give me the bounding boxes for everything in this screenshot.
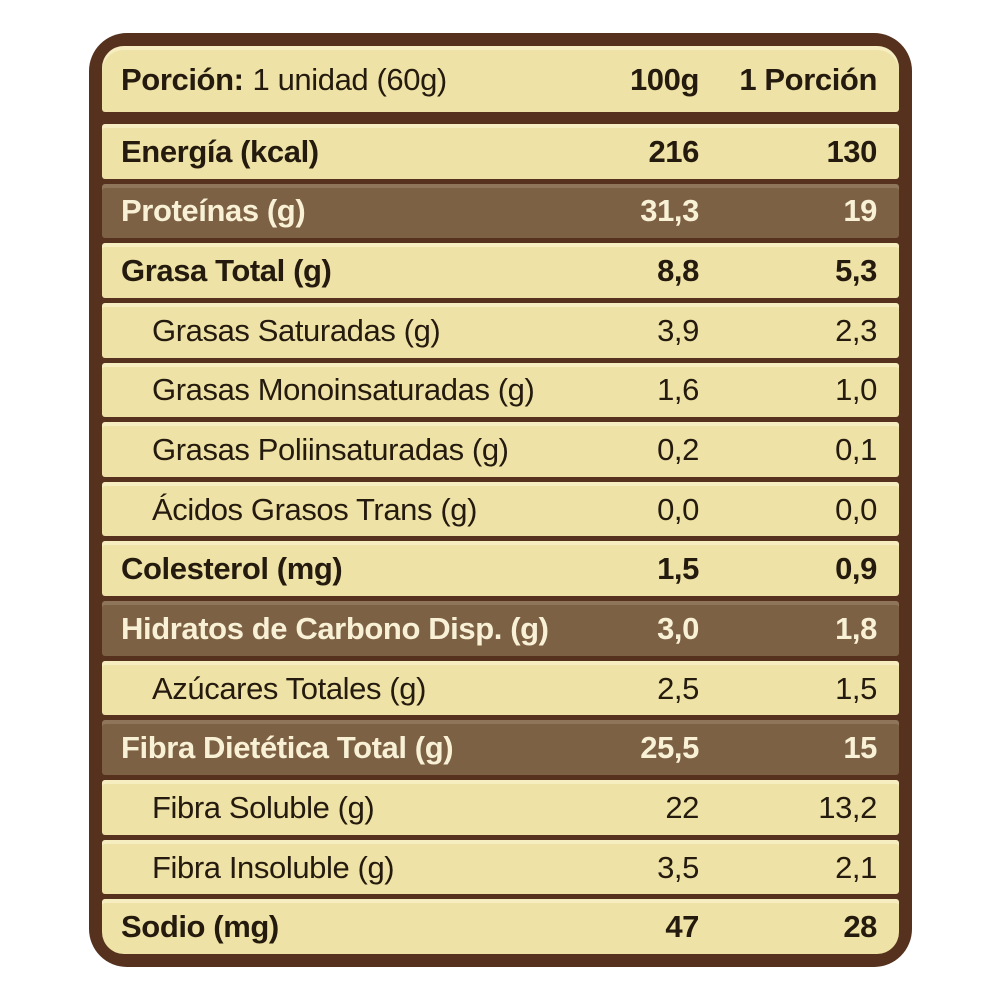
row-value-100g: 8,8 (657, 253, 699, 289)
row-label: Energía (kcal) (121, 133, 319, 169)
row-value-1porcion: 2,3 (835, 312, 877, 348)
row-value-100g: 3,0 (657, 610, 699, 646)
table-row: Azúcares Totales (g) 2,5 1,5 (102, 660, 899, 716)
row-value-100g: 3,9 (657, 312, 699, 348)
row-value-1porcion: 19 (843, 193, 877, 229)
serving-label: Porción: (121, 61, 244, 97)
table-row: Ácidos Grasos Trans (g) 0,0 0,0 (102, 481, 899, 537)
table-header-row: Porción: 1 unidad (60g) 100g 1 Porción (102, 46, 899, 112)
table-row: Grasas Poliinsaturadas (g) 0,2 0,1 (102, 422, 899, 477)
row-label: Sodio (mg) (121, 909, 279, 945)
serving-info: Porción: 1 unidad (60g) (121, 64, 587, 95)
row-label: Grasas Monoinsaturadas (g) (152, 372, 535, 408)
row-label: Grasas Saturadas (g) (152, 312, 441, 348)
row-value-1porcion: 130 (826, 133, 877, 169)
row-label: Grasa Total (g) (121, 253, 332, 289)
row-value-1porcion: 0,0 (835, 491, 877, 527)
row-value-1porcion: 1,5 (835, 670, 877, 706)
row-value-100g: 2,5 (657, 670, 699, 706)
table-row: Hidratos de Carbono Disp. (g) 3,0 1,8 (102, 601, 899, 656)
row-label: Fibra Soluble (g) (152, 789, 375, 825)
row-value-1porcion: 15 (843, 730, 877, 766)
row-value-100g: 3,5 (657, 849, 699, 885)
row-value-1porcion: 5,3 (835, 253, 877, 289)
row-label: Grasas Poliinsaturadas (g) (152, 432, 509, 468)
table-row: Colesterol (mg) 1,5 0,9 (102, 541, 899, 597)
table-row: Fibra Insoluble (g) 3,5 2,1 (102, 839, 899, 895)
row-label: Azúcares Totales (g) (152, 670, 426, 706)
serving-value: 1 unidad (60g) (252, 61, 448, 97)
nutrition-label-card: Porción: 1 unidad (60g) 100g 1 Porción En… (89, 33, 912, 967)
table-row: Proteínas (g) 31,3 19 (102, 183, 899, 239)
table-row: Fibra Soluble (g) 22 13,2 (102, 780, 899, 835)
table-row: Grasa Total (g) 8,8 5,3 (102, 243, 899, 298)
row-value-100g: 0,0 (657, 491, 699, 527)
row-value-100g: 25,5 (640, 730, 699, 766)
row-value-100g: 1,5 (657, 551, 699, 587)
column-header-1porcion: 1 Porción (739, 61, 877, 97)
table-row: Energía (kcal) 216 130 (102, 124, 899, 179)
row-value-100g: 0,2 (657, 432, 699, 468)
row-value-1porcion: 0,9 (835, 551, 877, 587)
row-value-100g: 216 (648, 133, 699, 169)
row-label: Colesterol (mg) (121, 551, 343, 587)
row-label: Fibra Insoluble (g) (152, 849, 395, 885)
column-header-100g: 100g (629, 61, 699, 97)
table-row: Grasas Monoinsaturadas (g) 1,6 1,0 (102, 362, 899, 418)
row-value-1porcion: 1,8 (835, 610, 877, 646)
row-value-100g: 31,3 (640, 193, 699, 229)
table-row: Fibra Dietética Total (g) 25,5 15 (102, 720, 899, 776)
row-value-1porcion: 0,1 (835, 432, 877, 468)
row-value-1porcion: 1,0 (835, 372, 877, 408)
row-label: Proteínas (g) (121, 193, 306, 229)
row-value-1porcion: 13,2 (818, 789, 877, 825)
row-value-1porcion: 28 (843, 909, 877, 945)
table-row: Sodio (mg) 47 28 (102, 899, 899, 954)
row-value-100g: 1,6 (657, 372, 699, 408)
row-value-1porcion: 2,1 (835, 849, 877, 885)
row-value-100g: 47 (665, 909, 699, 945)
row-label: Ácidos Grasos Trans (g) (152, 491, 478, 527)
table-row: Grasas Saturadas (g) 3,9 2,3 (102, 302, 899, 358)
row-value-100g: 22 (665, 789, 699, 825)
row-label: Fibra Dietética Total (g) (121, 730, 454, 766)
row-label: Hidratos de Carbono Disp. (g) (121, 610, 549, 646)
